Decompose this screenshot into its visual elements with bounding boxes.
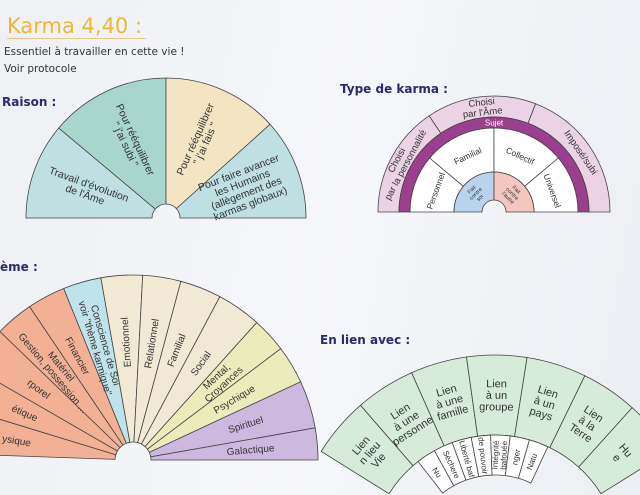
subtitle-protocol: Voir protocole <box>4 63 77 75</box>
label-line: Lien <box>435 382 458 399</box>
label-line: de pouvoir <box>476 437 489 475</box>
section-theme-heading: ème : <box>0 260 38 274</box>
theme-segment <box>150 427 319 461</box>
label-line: Sujet <box>485 118 504 127</box>
label-line: Fait <box>510 185 521 196</box>
label-line: ysique <box>1 434 32 450</box>
lien-inner-label: de pouvoir <box>476 437 489 475</box>
sujet-label: Sujet <box>485 118 504 127</box>
type-inner-label: Faitcontresoi <box>465 183 488 206</box>
label-line: Fait <box>467 184 478 195</box>
label-line: Intégrité <box>491 440 501 470</box>
lien-outer-label: Lienà unpays <box>528 383 561 424</box>
raison-segment <box>58 77 167 210</box>
lien-outer-label: Lien à un groupe <box>479 378 514 413</box>
label-line: Lien <box>536 384 559 402</box>
label-line: Choisi <box>468 96 495 110</box>
raison-segment <box>175 123 307 219</box>
lien-outer-segment <box>578 407 640 495</box>
theme-label: Emotionnel <box>120 317 134 368</box>
subtitle-essential: Essentiel à travailler en cette vie ! <box>4 46 185 58</box>
section-raison-heading: Raison : <box>2 95 57 109</box>
label-line: Emotionnel <box>120 317 134 368</box>
raison-segment <box>25 127 156 219</box>
page-title: Karma 4,40 : <box>7 14 147 39</box>
label-line: nger <box>510 448 522 466</box>
label-line: soi <box>476 194 485 203</box>
label-line: bafouée <box>499 440 509 470</box>
label-line: à un <box>486 390 508 402</box>
label-line: Galactique <box>226 443 275 458</box>
section-type-heading: Type de karma : <box>340 82 448 96</box>
lien-inner-label: nger <box>510 448 522 466</box>
section-lien-heading: En lien avec : <box>320 333 411 347</box>
lien-inner-label: Intégritébafouée <box>491 440 510 470</box>
label-line: Lien <box>486 378 507 390</box>
theme-label: Galactique <box>226 443 275 458</box>
type-inner-segment <box>453 171 495 213</box>
theme-label: ysique <box>1 434 32 450</box>
lien-inner-segment <box>517 439 549 484</box>
label-line: groupe <box>479 401 513 413</box>
raison-segment <box>165 77 271 210</box>
type-inner-segment <box>493 171 535 213</box>
